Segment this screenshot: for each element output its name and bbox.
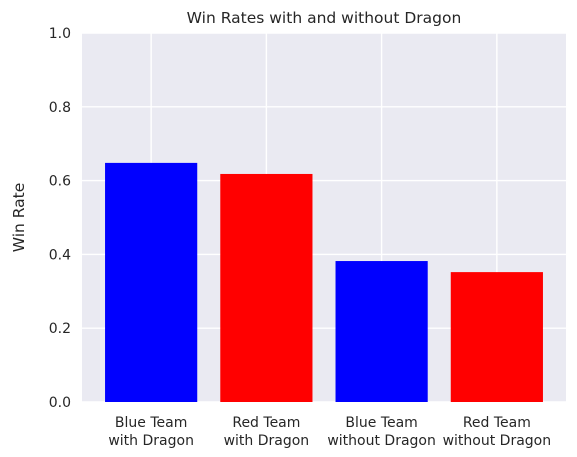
- bar-3: [450, 272, 543, 402]
- y-tick-label-4: 0.8: [49, 100, 71, 116]
- y-tick-label-1: 0.2: [49, 321, 71, 337]
- y-axis-label: Win Rate: [10, 183, 28, 253]
- y-tick-labels: 0.0 0.2 0.4 0.6 0.8 1.0: [49, 26, 71, 411]
- bar-1: [220, 173, 313, 402]
- x-tick-labels: Blue Team with Dragon Red Team with Dragon B…: [108, 415, 551, 449]
- y-tick-label-3: 0.6: [49, 174, 71, 190]
- x-tick-label-3: Red Team without Dragon: [443, 415, 552, 449]
- y-tick-label-5: 1.0: [49, 26, 71, 42]
- bars: [105, 162, 543, 402]
- bar-2: [335, 261, 428, 402]
- x-tick-label-0: Blue Team with Dragon: [108, 415, 194, 449]
- y-tick-label-0: 0.0: [49, 395, 71, 411]
- y-tick-label-2: 0.4: [49, 247, 71, 263]
- x-tick-label-1: Red Team with Dragon: [224, 415, 310, 449]
- chart-title: Win Rates with and without Dragon: [187, 9, 462, 27]
- x-tick-label-2: Blue Team without Dragon: [327, 415, 436, 449]
- bar-0: [105, 162, 198, 402]
